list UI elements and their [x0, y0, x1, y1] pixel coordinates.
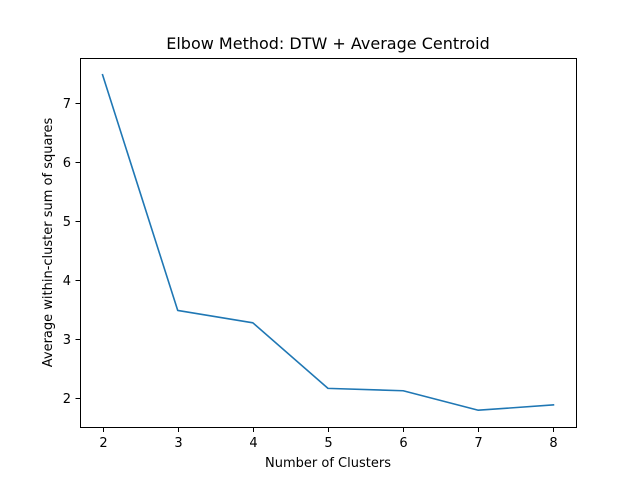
x-tick-label: 6: [399, 436, 407, 451]
x-tick-label: 5: [324, 436, 332, 451]
x-tick-label: 2: [99, 436, 107, 451]
x-tick-label: 7: [474, 436, 482, 451]
x-tick-label: 3: [174, 436, 182, 451]
x-tick-label: 8: [549, 436, 557, 451]
plot-area: 2 3 4 5 6 7 8 2 3 4 5 6 7: [63, 58, 577, 451]
chart-title: Elbow Method: DTW + Average Centroid: [166, 34, 489, 53]
y-tick-label: 5: [63, 215, 71, 230]
y-axis-label: Average within-cluster sum of squares: [41, 118, 56, 368]
axes-frame: [80, 58, 577, 428]
series-line-1: [101, 73, 555, 412]
x-axis-label: Number of Clusters: [265, 456, 391, 471]
y-tick-label: 4: [63, 274, 71, 289]
y-tick-label: 6: [63, 156, 71, 171]
x-tick-label: 4: [249, 436, 257, 451]
y-tick-label: 3: [63, 333, 71, 348]
y-tick-label: 7: [63, 97, 71, 112]
y-tick-label: 2: [63, 392, 71, 407]
